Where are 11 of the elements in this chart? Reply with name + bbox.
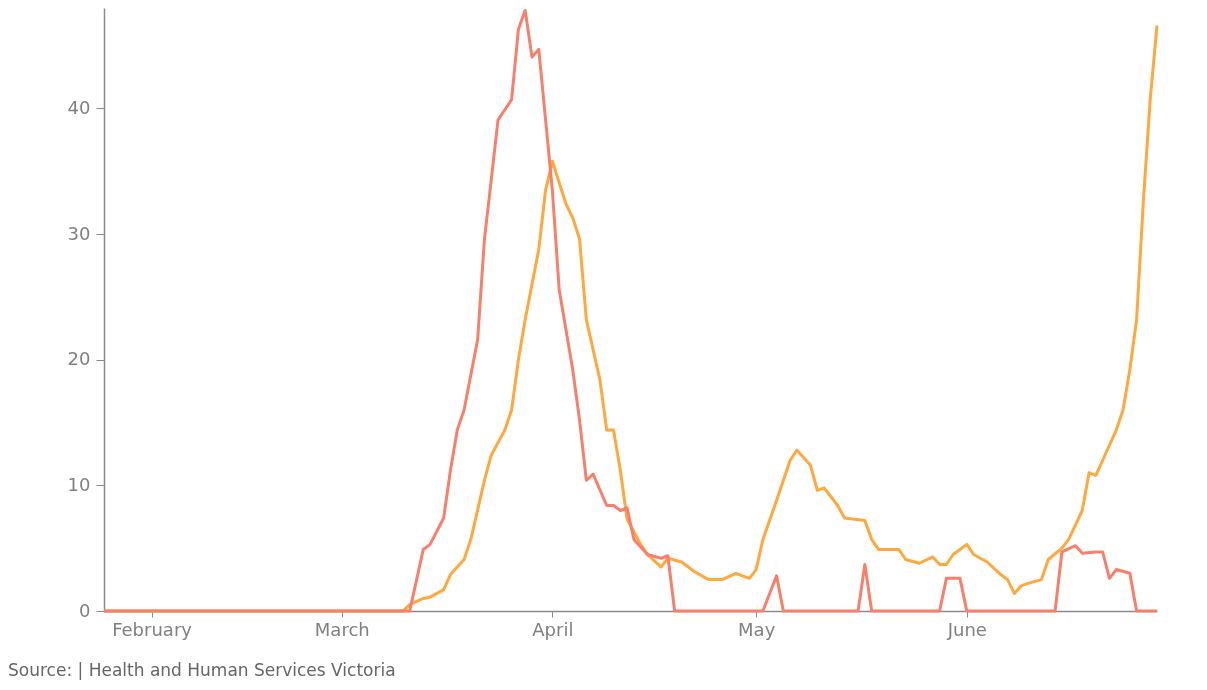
y-tick-label: 40 bbox=[67, 97, 91, 118]
x-tick-label: April bbox=[532, 618, 574, 640]
x-tick-label: May bbox=[738, 618, 776, 640]
x-tick-label: February bbox=[112, 618, 193, 640]
y-tick-label: 0 bbox=[79, 599, 91, 621]
y-tick-label: 30 bbox=[67, 222, 91, 244]
source-note: Source: | Health and Human Services Victoria bbox=[8, 660, 396, 680]
x-tick-label: March bbox=[314, 618, 370, 640]
y-tick-label: 10 bbox=[67, 473, 91, 495]
x-tick-label: June bbox=[946, 618, 987, 640]
y-tick-label: 20 bbox=[67, 348, 91, 370]
